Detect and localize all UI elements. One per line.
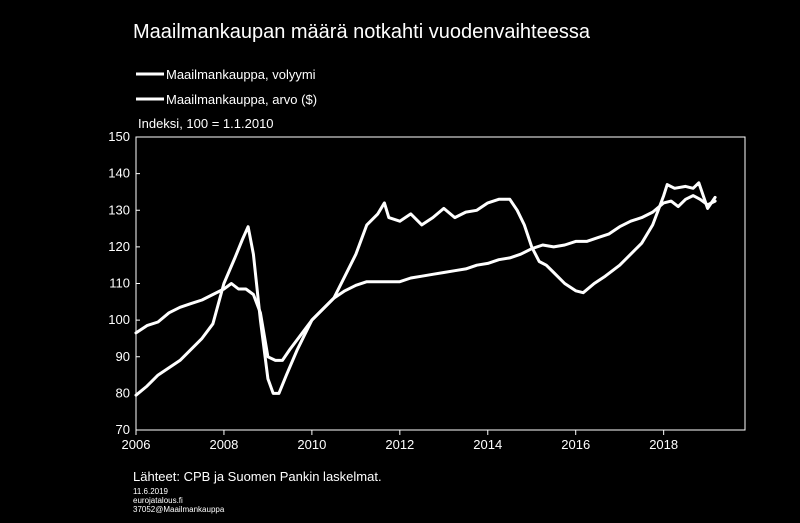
y-tick-label: 130 (108, 202, 130, 217)
y-tick-label: 90 (116, 349, 130, 364)
chart-title: Maailmankaupan määrä notkahti vuodenvaih… (133, 21, 591, 43)
x-tick-label: 2012 (385, 437, 414, 452)
y-axis: 70 80 90 100 110 120 130 140 150 (108, 129, 140, 437)
legend-label-arvo: Maailmankauppa, arvo ($) (166, 92, 317, 107)
y-tick-label: 70 (116, 422, 130, 437)
series-line-arvo (134, 181, 717, 397)
y-tick-label: 100 (108, 312, 130, 327)
legend-label-volyymi: Maailmankauppa, volyymi (166, 67, 316, 82)
x-axis: 2006 2008 2010 2012 2014 2016 2018 (122, 430, 678, 452)
y-tick-label: 110 (109, 276, 130, 291)
y-tick-label: 150 (108, 129, 130, 144)
x-tick-label: 2006 (122, 437, 151, 452)
x-tick-label: 2014 (473, 437, 502, 452)
footer-site: eurojatalous.fi (133, 496, 183, 505)
y-tick-label: 120 (108, 239, 130, 254)
x-tick-label: 2018 (649, 437, 678, 452)
plot-area (135, 136, 746, 431)
legend: Maailmankauppa, volyymi Maailmankauppa, … (136, 67, 317, 107)
x-tick-label: 2010 (297, 437, 326, 452)
x-tick-label: 2016 (561, 437, 590, 452)
source-note: Lähteet: CPB ja Suomen Pankin laskelmat. (133, 469, 382, 484)
y-unit-label: Indeksi, 100 = 1.1.2010 (138, 116, 274, 131)
footer-date: 11.6.2019 (133, 487, 169, 496)
footer-code: 37052@Maailmankauppa (133, 505, 225, 514)
y-tick-label: 80 (116, 385, 130, 400)
series (134, 181, 717, 397)
y-tick-label: 140 (108, 166, 130, 181)
x-tick-label: 2008 (209, 437, 238, 452)
series-line-volyymi (134, 194, 717, 362)
